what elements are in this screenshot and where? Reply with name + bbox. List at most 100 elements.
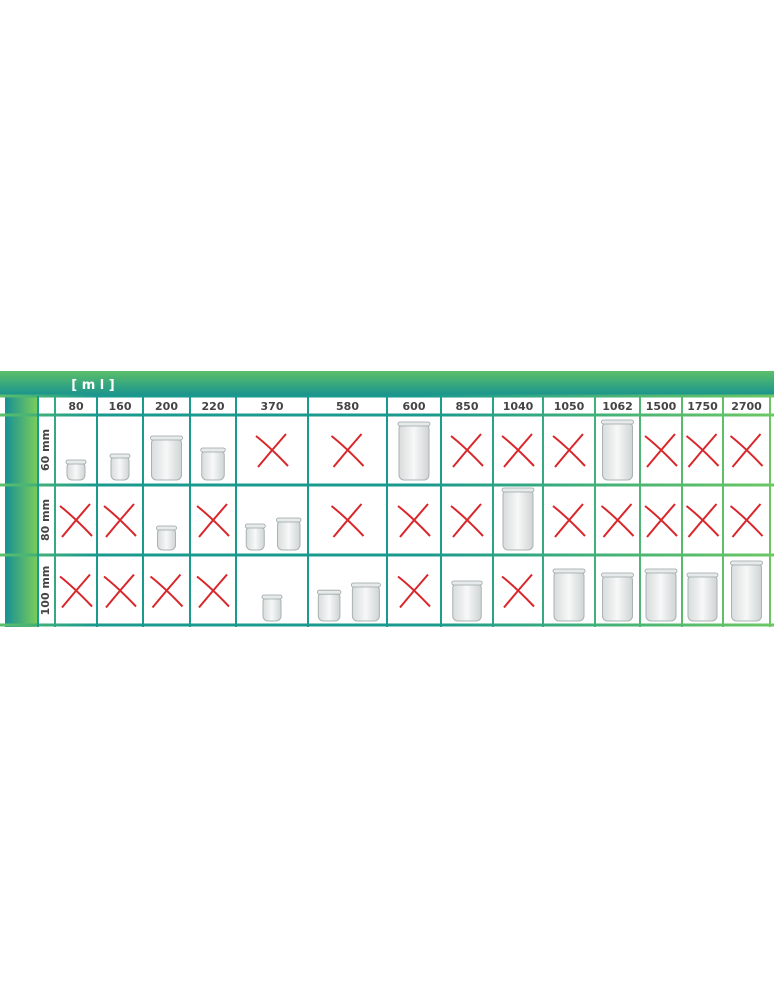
cross-mark [105,503,135,538]
row-header: 80 mm [39,499,52,541]
jar [201,449,225,481]
column-header: 200 [155,400,178,413]
cross-mark [330,505,365,537]
cross-mark [729,435,764,467]
column-header: 1050 [554,400,585,413]
jar-lid [156,525,177,531]
jar-lid [552,568,586,574]
header-bar [0,371,774,396]
column-header: 80 [68,400,84,413]
jar [553,570,585,622]
jar-lid [350,582,381,588]
cross-mark [729,505,764,537]
cross-mark [685,435,720,467]
jar [645,570,677,622]
jar-lid [261,594,283,600]
cross-mark [105,573,135,609]
jar [602,574,633,622]
column-header: 2700 [731,400,762,413]
jar-lid [150,435,183,441]
jar-lid [501,487,535,493]
cross-mark [332,433,363,468]
jar [245,525,265,551]
cross-mark [257,433,287,468]
jar-lid [601,419,634,425]
cross-mark [552,435,586,467]
column-header: 370 [261,400,284,413]
column-header: 160 [109,400,132,413]
jar-lid [244,523,266,529]
cross-mark [399,573,429,609]
jar-lid [644,568,678,574]
cross-mark [646,433,676,468]
jar [157,527,176,551]
cross-mark [503,573,533,609]
jar-lid [109,453,131,459]
cross-mark [196,505,230,537]
cross-mark [644,435,678,467]
cross-mark [503,433,533,468]
jar [351,584,380,622]
cross-mark [103,505,137,537]
jar [687,574,718,622]
column-header: 580 [336,400,359,413]
cross-mark [59,575,93,608]
cross-mark [151,573,182,609]
cross-mark [602,503,633,538]
column-header: 1750 [687,400,718,413]
jar-lid [200,447,226,453]
jar [276,519,301,551]
cross-mark [198,503,228,538]
cross-mark [646,503,676,538]
cross-mark [452,433,482,468]
column-header: 1500 [646,400,677,413]
jar-lid [601,572,634,578]
cross-mark [687,433,718,468]
row-header: 100 mm [39,566,52,616]
cross-mark [552,505,586,537]
cross-mark [731,433,762,468]
jar [398,423,430,481]
jar [151,437,182,481]
cross-mark [61,573,91,609]
cross-mark [397,575,431,608]
cross-mark [554,433,584,468]
jar [110,455,130,481]
cross-mark [644,505,678,537]
cross-mark [149,575,184,608]
jar [731,562,762,622]
cross-mark [61,503,91,538]
cross-mark [450,435,484,467]
cross-mark [501,575,535,608]
cross-mark [452,503,482,538]
cross-mark [501,435,535,467]
cross-mark [397,505,431,537]
row-bar [5,396,38,627]
jar [317,591,341,622]
cross-mark [255,435,289,467]
cross-mark [59,505,93,537]
jar [502,489,534,551]
jar-lid [276,517,302,523]
column-header: 1062 [602,400,633,413]
cross-mark [554,503,584,538]
cross-mark [399,503,429,538]
jar [262,596,282,622]
cross-mark [330,435,365,467]
jar [602,421,633,481]
grid [0,394,774,627]
row-header: 60 mm [39,429,52,471]
column-header: 600 [403,400,426,413]
jar-lid [730,560,763,566]
cross-mark [198,573,228,609]
column-header: 850 [456,400,479,413]
cross-mark [450,505,484,537]
cross-mark [731,503,762,538]
column-header: 1040 [503,400,534,413]
cross-mark [196,575,230,608]
unit-label: [ m l ] [71,378,114,393]
cross-mark [332,503,363,538]
jar [452,582,482,622]
jar-lid [397,421,431,427]
jar-lid [686,572,719,578]
